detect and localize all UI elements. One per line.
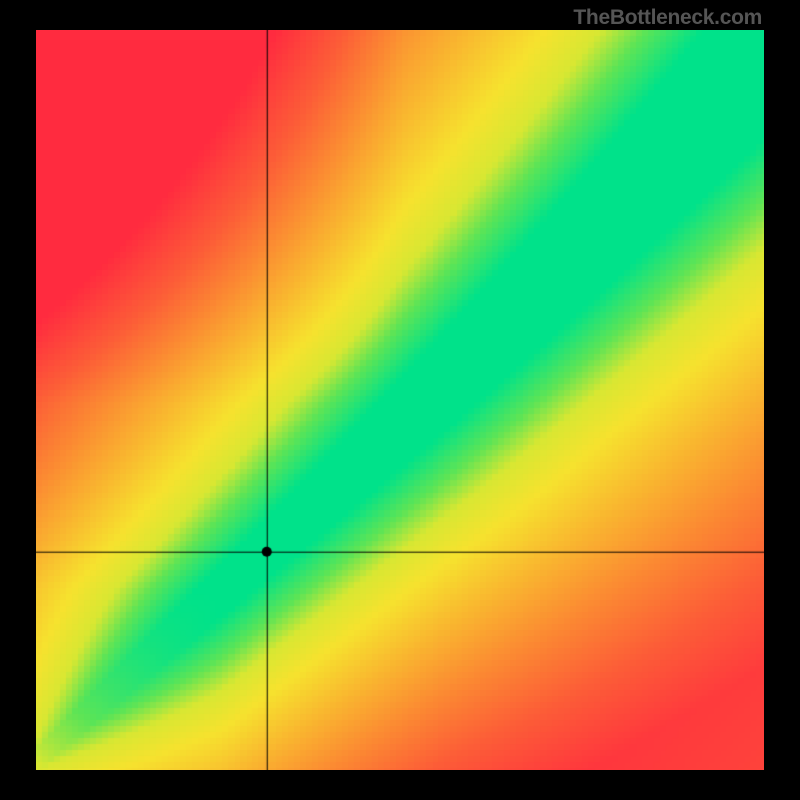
chart-container: TheBottleneck.com	[0, 0, 800, 800]
heatmap-canvas	[36, 30, 764, 770]
watermark-text: TheBottleneck.com	[573, 6, 762, 30]
heatmap-plot-area	[36, 30, 764, 770]
